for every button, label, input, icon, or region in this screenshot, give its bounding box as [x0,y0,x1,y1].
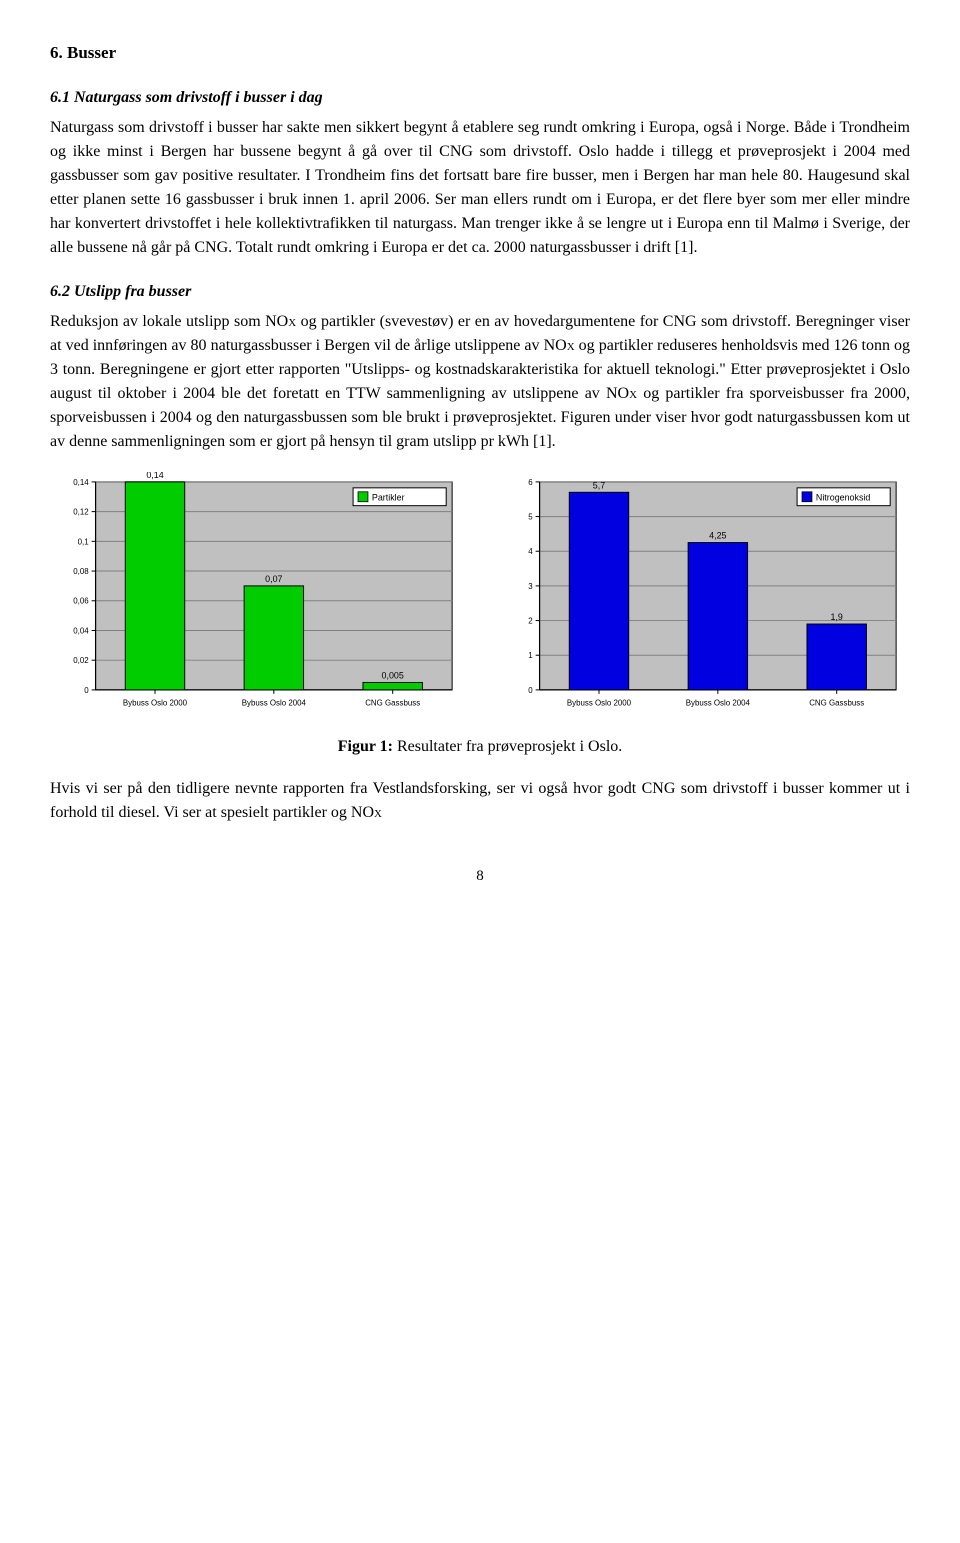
caption-label: Figur 1: [338,738,393,755]
text-run: Reduksjon av lokale utslipp som NO [50,313,288,330]
svg-text:Bybuss Oslo 2000: Bybuss Oslo 2000 [567,698,632,707]
svg-text:4,25: 4,25 [709,530,726,540]
chart-partikler: 0 0,02 0,04 0,06 0,08 0,1 0,12 0,14 0,14 Bybuss O… [50,472,466,730]
svg-text:0,1: 0,1 [78,537,90,546]
svg-text:3: 3 [528,581,533,590]
body-paragraph: Naturgass som drivstoff i busser har sak… [50,116,910,260]
svg-text:0,005: 0,005 [382,670,404,680]
section-heading: 6. Busser [50,40,910,66]
svg-text:0,08: 0,08 [73,567,89,576]
subscript: X [374,808,382,820]
subscript: X [629,389,637,401]
svg-text:0,14: 0,14 [146,472,163,480]
svg-text:0,02: 0,02 [73,656,88,665]
svg-text:1: 1 [528,651,533,660]
svg-text:CNG Gassbuss: CNG Gassbuss [365,698,420,707]
svg-text:4: 4 [528,547,533,556]
svg-text:0: 0 [528,685,533,694]
body-paragraph: Reduksjon av lokale utslipp som NOX og p… [50,310,910,454]
svg-text:0,04: 0,04 [73,626,89,635]
svg-text:0,12: 0,12 [73,507,88,516]
svg-text:Bybuss Oslo 2004: Bybuss Oslo 2004 [686,698,751,707]
subscript: X [288,317,296,329]
subsection-heading: 6.2 Utslipp fra busser [50,280,910,304]
svg-text:0,07: 0,07 [265,573,282,583]
svg-text:5,7: 5,7 [593,480,605,490]
svg-text:0: 0 [84,685,89,694]
svg-text:Nitrogenoksid: Nitrogenoksid [816,492,871,502]
chart-nitrogenoksid: 0 1 2 3 4 5 6 5,7 Bybuss Oslo 2000 4,25 Bybuss Osl… [494,472,910,730]
svg-text:1,9: 1,9 [831,612,843,622]
subscript: X [567,341,575,353]
svg-text:Partikler: Partikler [372,492,405,502]
svg-text:CNG Gassbuss: CNG Gassbuss [809,698,864,707]
svg-text:0,06: 0,06 [73,596,89,605]
svg-text:6: 6 [528,477,533,486]
figure-caption: Figur 1: Resultater fra prøveprosjekt i … [50,735,910,759]
bar-chart-svg: 0 0,02 0,04 0,06 0,08 0,1 0,12 0,14 0,14 Bybuss O… [50,472,466,730]
svg-text:0,14: 0,14 [73,477,89,486]
subsection-heading: 6.1 Naturgass som drivstoff i busser i d… [50,86,910,110]
charts-container: 0 0,02 0,04 0,06 0,08 0,1 0,12 0,14 0,14 Bybuss O… [50,472,910,730]
svg-text:2: 2 [528,616,532,625]
page-number: 8 [50,865,910,888]
text-run: Hvis vi ser på den tidligere nevnte rapp… [50,780,910,821]
svg-text:Bybuss Oslo 2000: Bybuss Oslo 2000 [123,698,188,707]
svg-text:5: 5 [528,512,533,521]
body-paragraph: Hvis vi ser på den tidligere nevnte rapp… [50,777,910,825]
caption-text: Resultater fra prøveprosjekt i Oslo. [393,738,622,755]
svg-text:Bybuss Oslo 2004: Bybuss Oslo 2004 [242,698,307,707]
bar-chart-svg: 0 1 2 3 4 5 6 5,7 Bybuss Oslo 2000 4,25 Bybuss Osl… [494,472,910,730]
